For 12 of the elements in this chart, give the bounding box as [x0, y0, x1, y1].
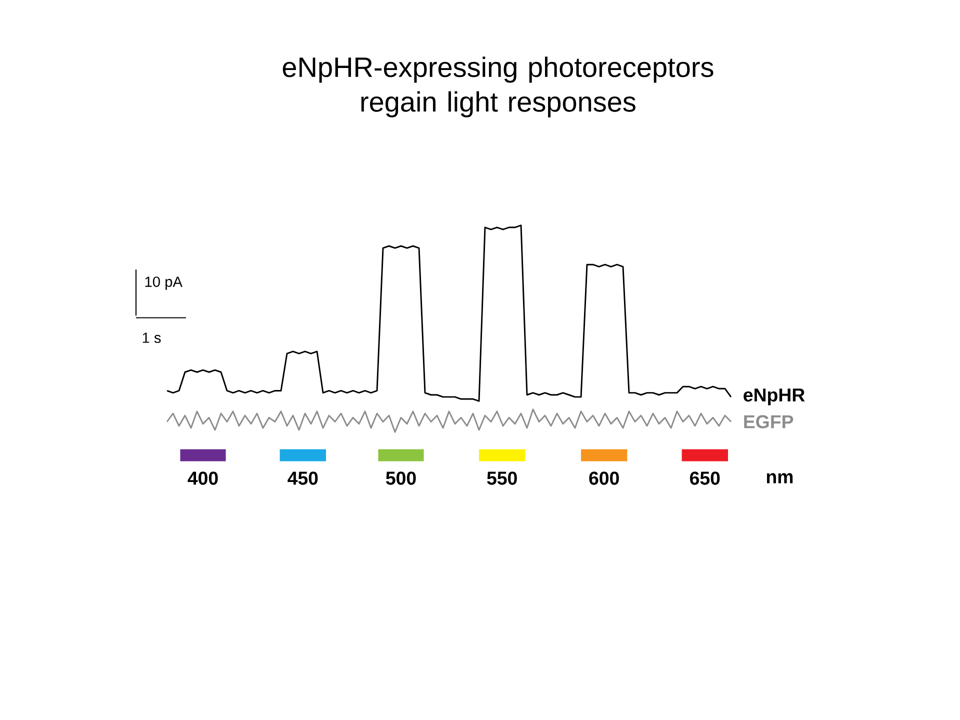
text: 400: [188, 472, 218, 485]
text: 1 s: [142, 332, 161, 343]
text: 550: [487, 472, 517, 485]
annotation: 10 pA: [145, 276, 182, 290]
text: nm: [766, 473, 793, 484]
series-label: EGFP: [744, 415, 794, 428]
text: 500: [386, 472, 416, 485]
text: 650: [690, 472, 720, 485]
text: 600: [589, 472, 619, 485]
text: 450: [288, 472, 318, 485]
chart-title: eNpHR-expressing photoreceptors regain light responses: [282, 56, 714, 118]
series-label: eNpHR: [744, 388, 805, 406]
